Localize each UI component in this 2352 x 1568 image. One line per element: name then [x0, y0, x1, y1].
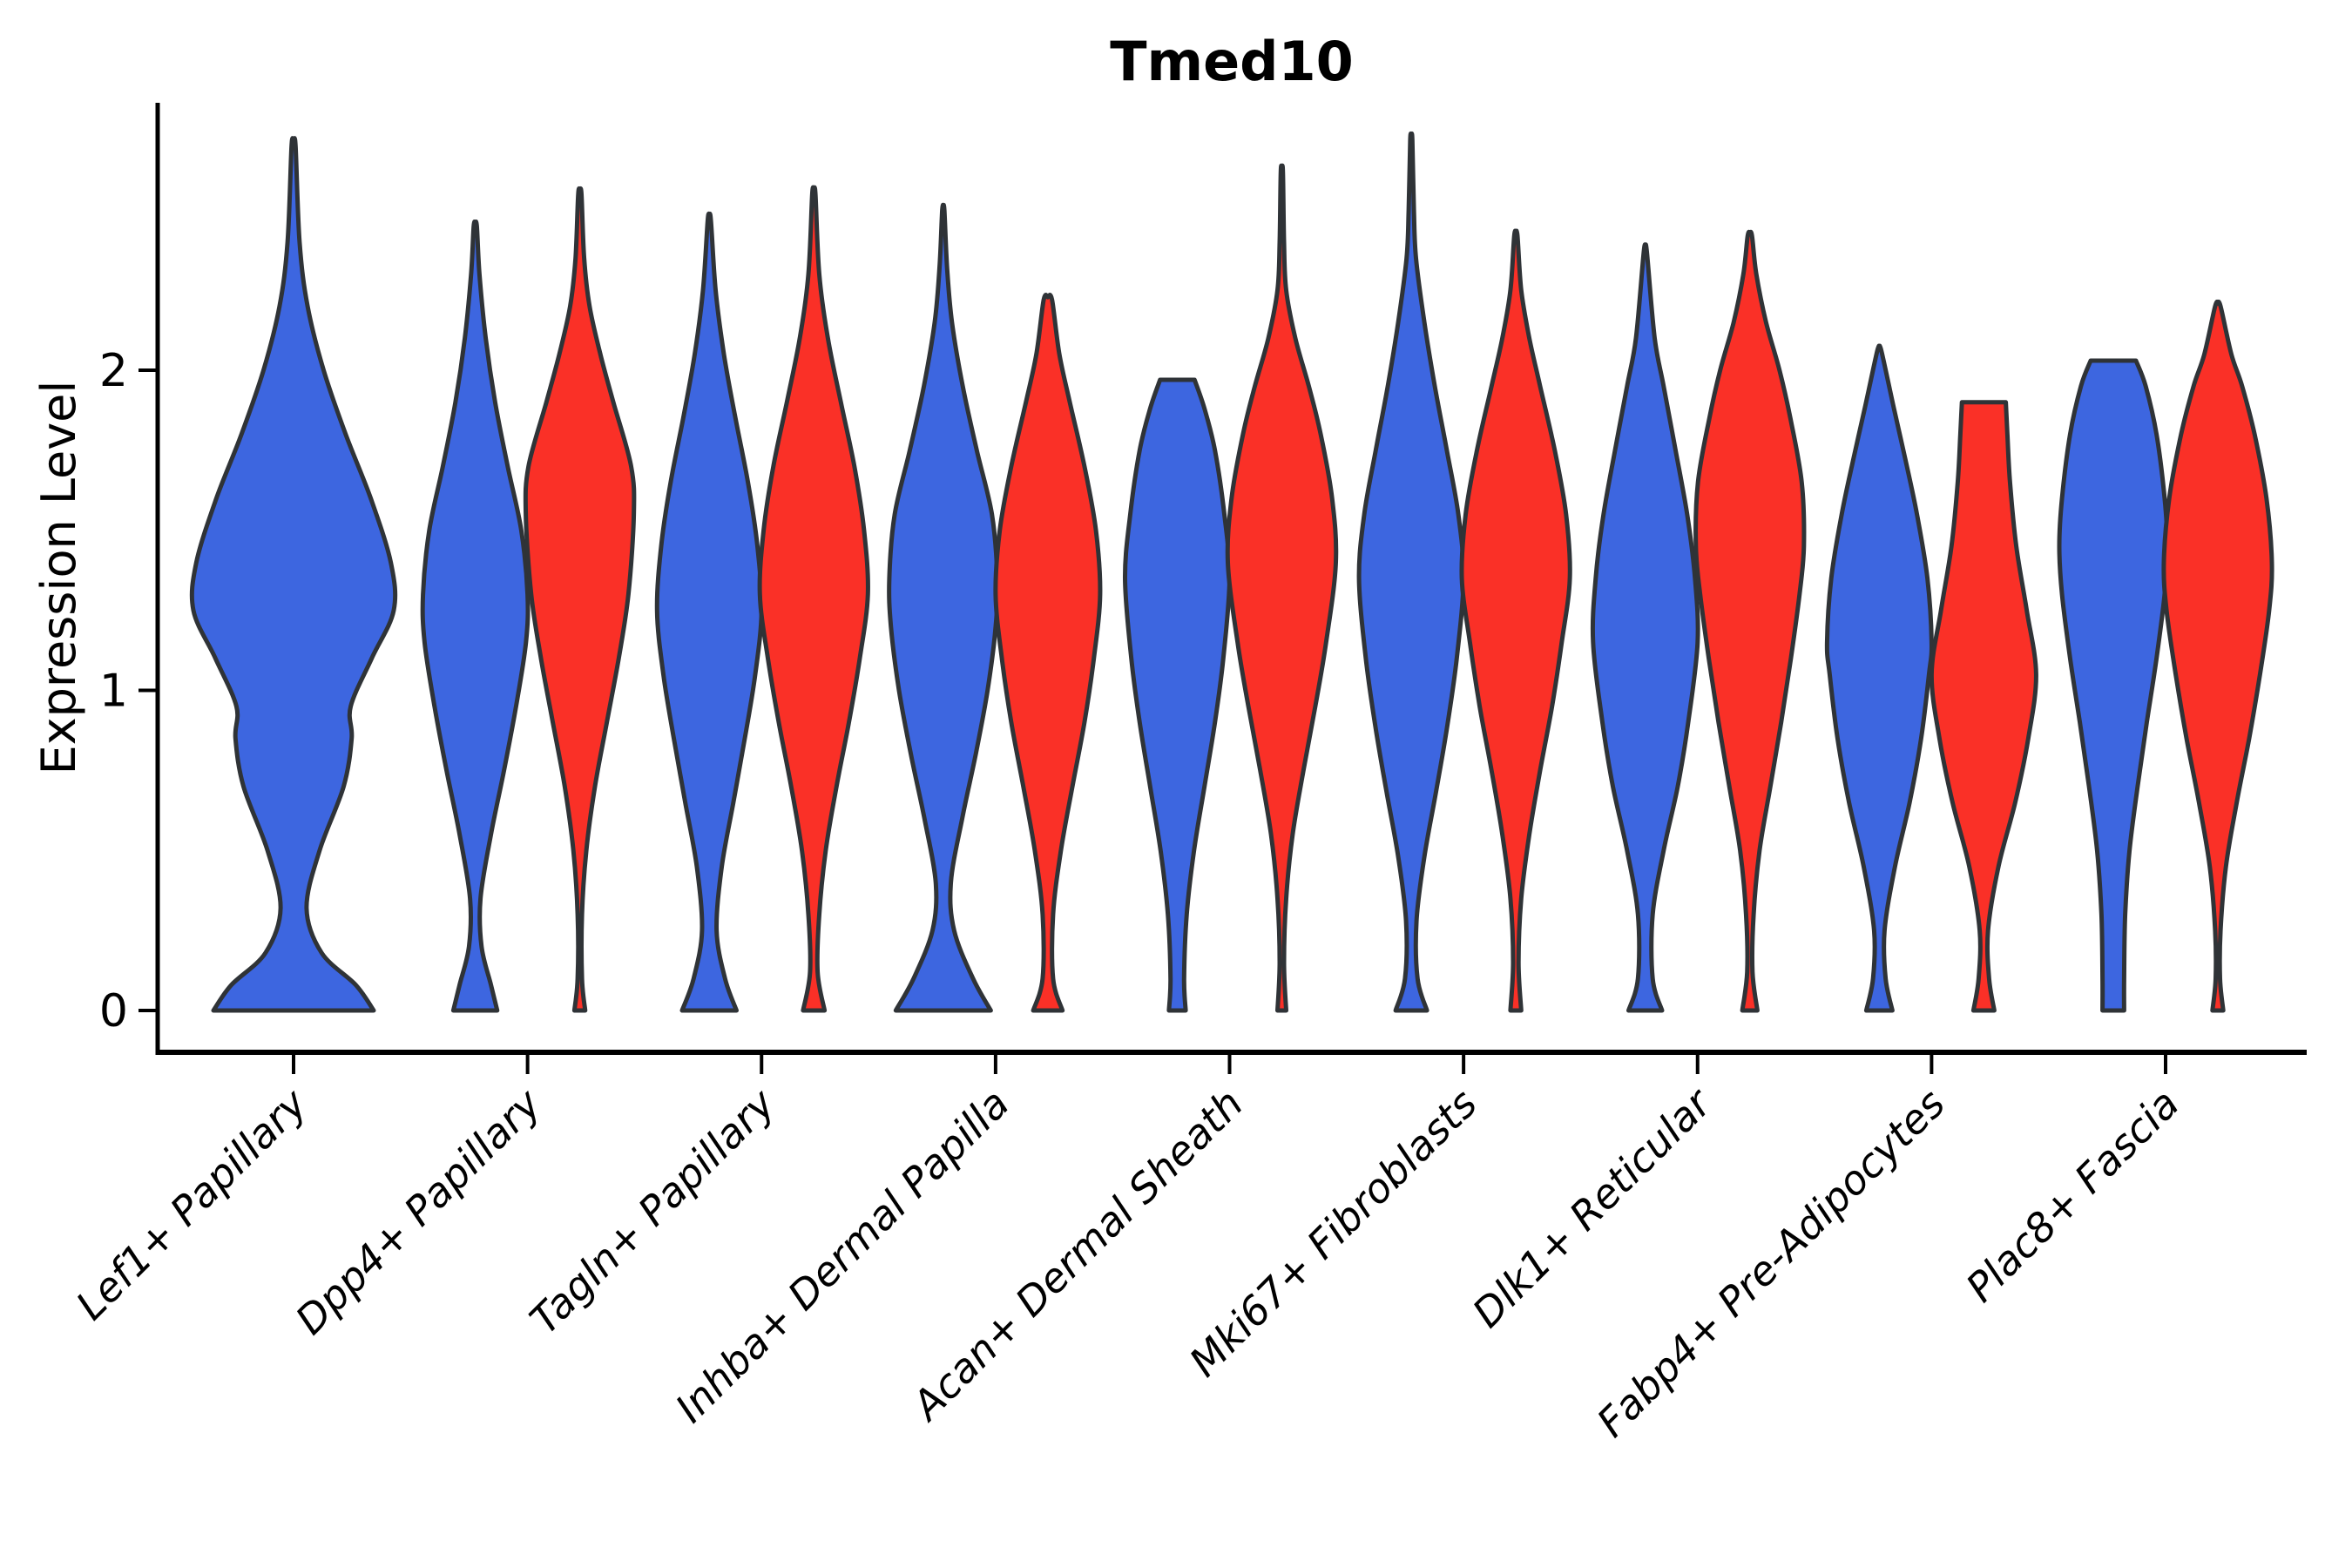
violin-fabp4-pre-adipocytes-blue [1824, 343, 1934, 1013]
violin-dpp4-papillary-blue [420, 220, 531, 1013]
chart-title: Tmed10 [1110, 30, 1354, 93]
violin-inhba-dermal-papilla-blue [887, 202, 1000, 1013]
violin-dlk1-reticular-red [1693, 229, 1807, 1013]
violin-dpp4-papillary-red [523, 186, 637, 1013]
violin-acan-dermal-sheath-red [1225, 163, 1339, 1013]
violin-mki67-fibroblasts-red [1459, 228, 1572, 1013]
violin-mki67-fibroblasts-blue [1356, 131, 1466, 1013]
y-axis-label: Expression Level [31, 381, 86, 775]
violin-fabp4-pre-adipocytes-red [1929, 400, 2038, 1013]
violin-lef1-papillary-blue [189, 136, 398, 1013]
violin-dlk1-reticular-blue [1590, 242, 1700, 1013]
y-tick-label-1: 1 [99, 666, 128, 718]
violin-plac8-fascia-red [2161, 299, 2274, 1013]
violin-inhba-dermal-papilla-red [993, 292, 1103, 1013]
y-tick-label-2: 2 [99, 345, 128, 397]
violin-plac8-fascia-blue [2057, 358, 2170, 1013]
y-tick-label-0: 0 [99, 985, 128, 1037]
axes-layer [155, 103, 2307, 1055]
violin-acan-dermal-sheath-blue [1122, 377, 1233, 1013]
violins-layer [189, 131, 2274, 1013]
violin-tagln-papillary-blue [654, 211, 764, 1013]
violin-tagln-papillary-red [757, 185, 870, 1013]
